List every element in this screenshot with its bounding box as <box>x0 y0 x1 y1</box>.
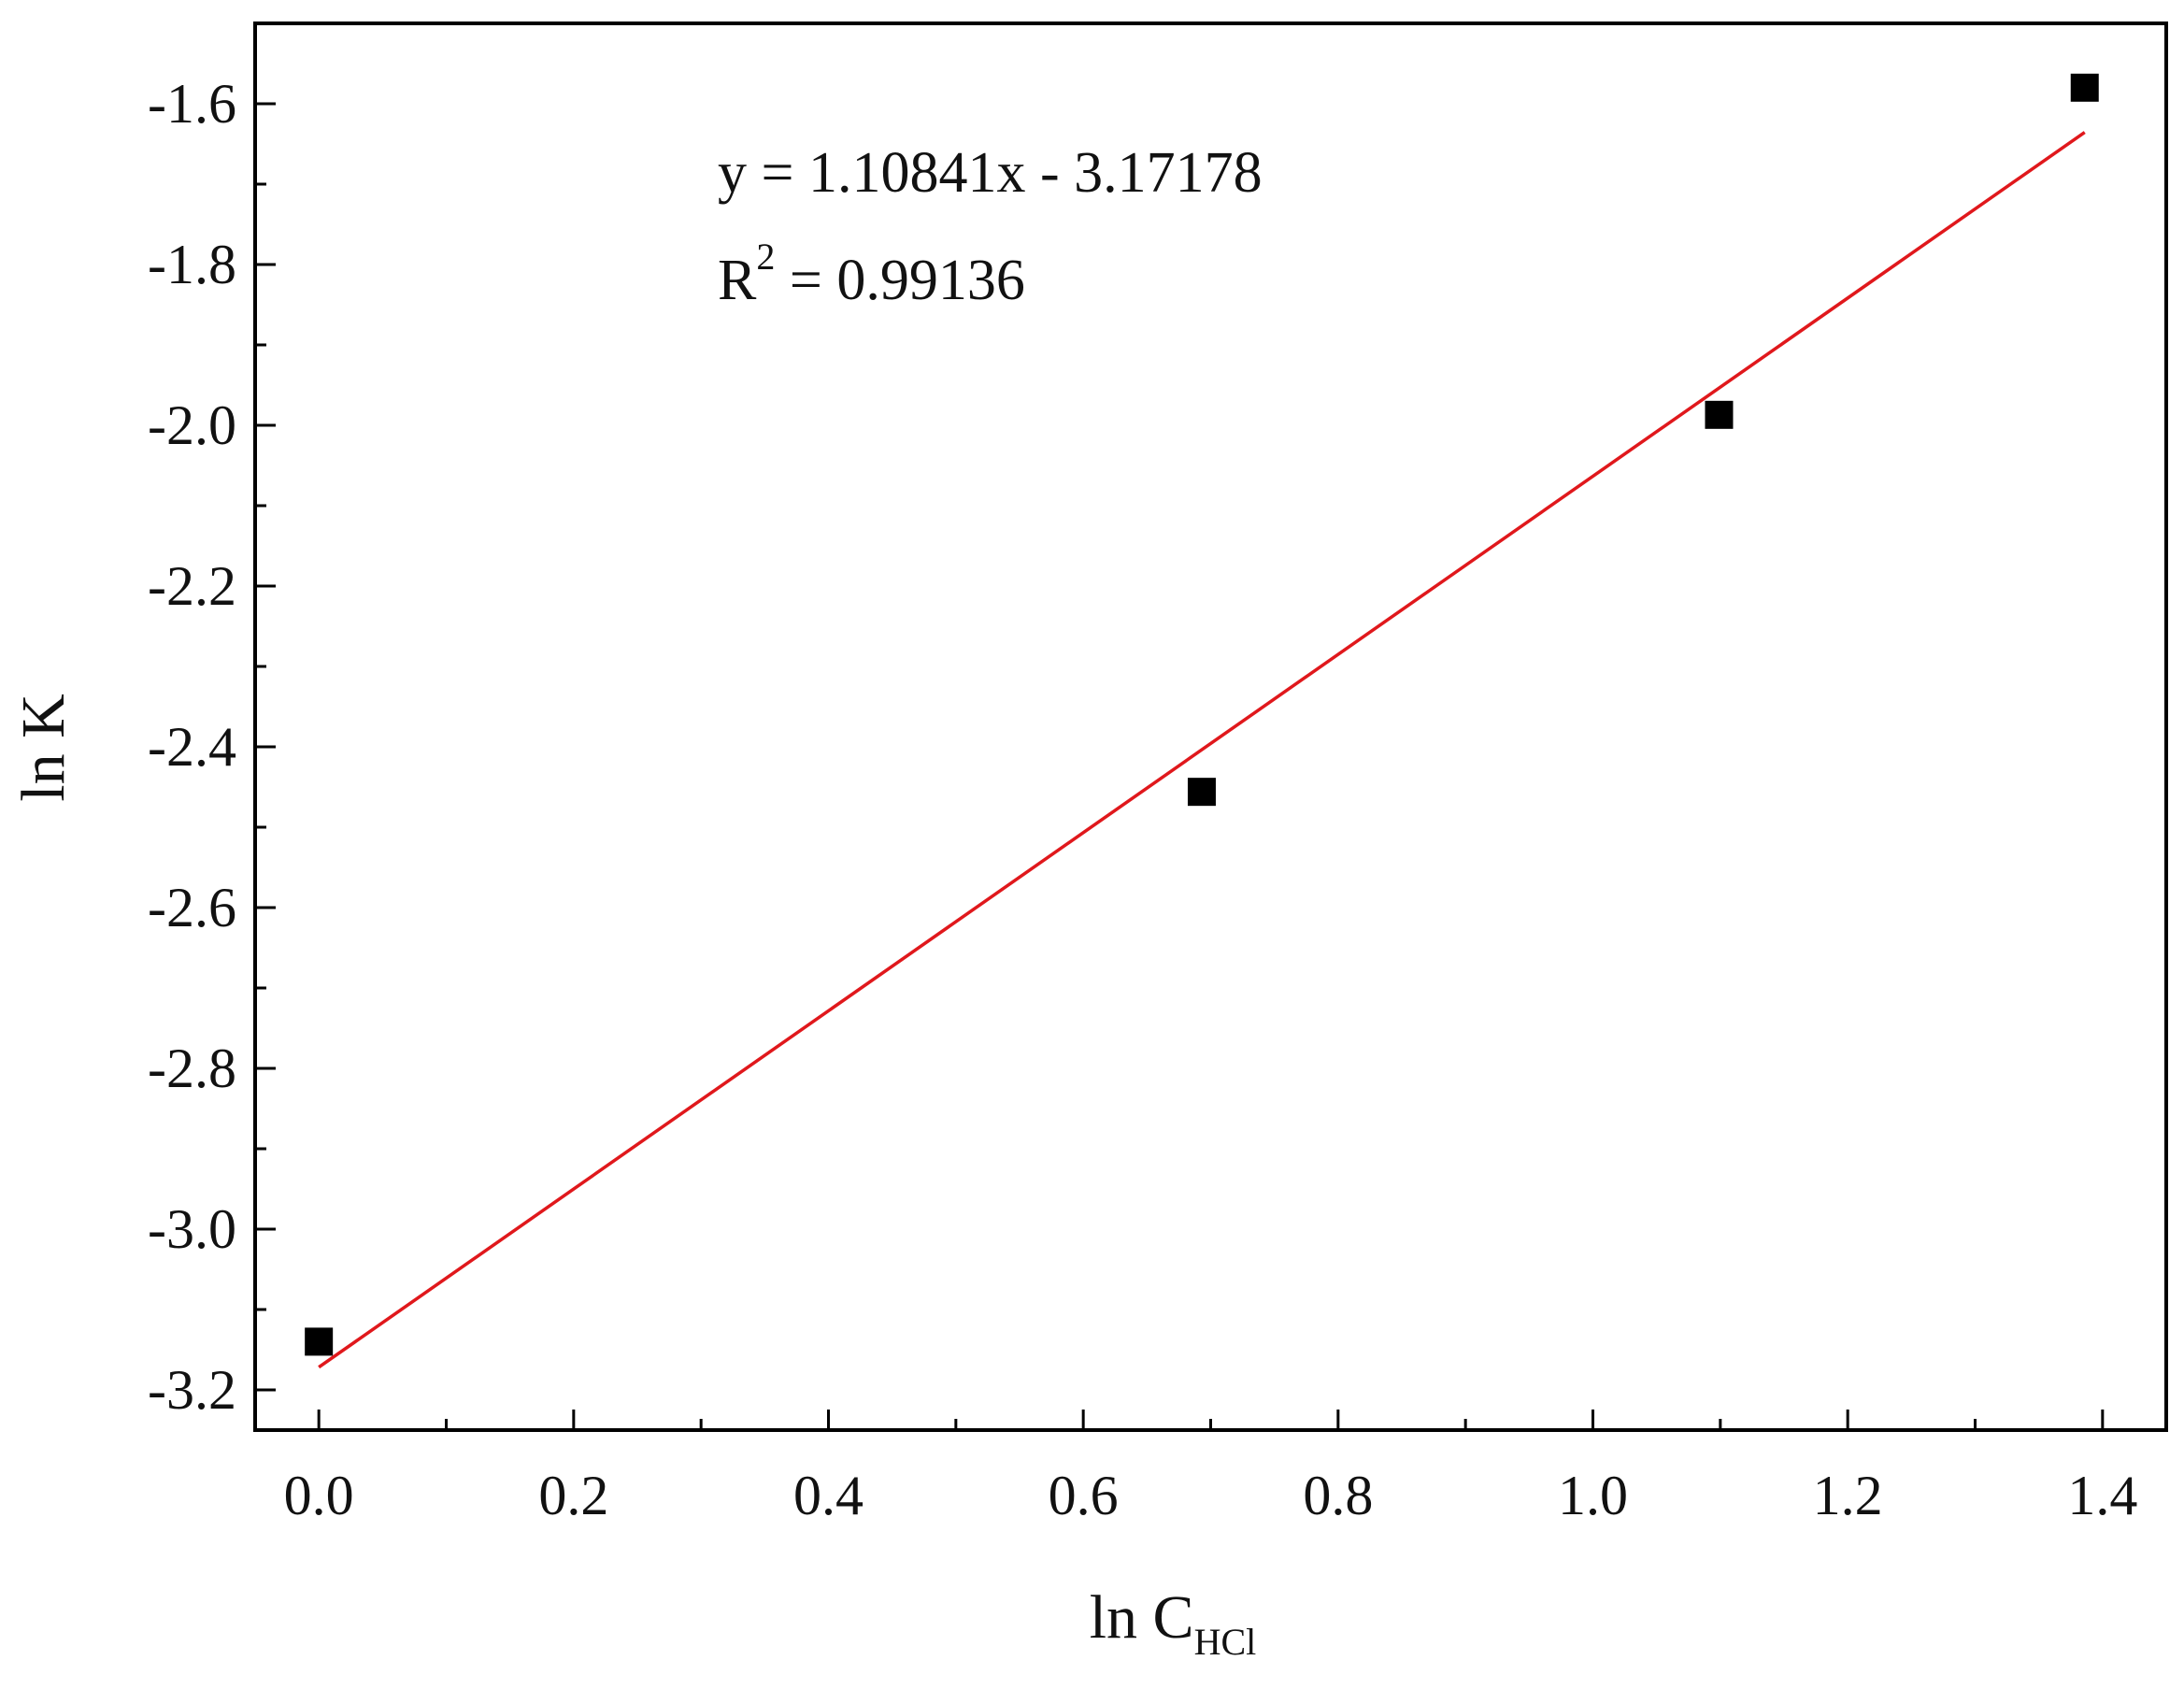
x-tick-label: 1.4 <box>2067 1465 2137 1526</box>
plot-frame <box>253 21 2168 1432</box>
data-points <box>305 73 2099 1356</box>
x-tick-label: 0.2 <box>538 1465 608 1526</box>
r-squared-symbol: R <box>718 249 757 312</box>
x-tick-label: 0.8 <box>1303 1465 1373 1526</box>
x-tick-label: 0.0 <box>284 1465 354 1526</box>
fit-equation: y = 1.10841x - 3.17178 <box>718 141 1263 205</box>
linear-fit-line <box>318 131 2086 1369</box>
y-tick-label: -1.8 <box>148 234 236 295</box>
x-tick-label: 0.6 <box>1049 1465 1119 1526</box>
data-point-square <box>305 1327 334 1356</box>
r-squared-value: = 0.99136 <box>775 249 1024 312</box>
y-tick-label: -2.0 <box>148 394 236 456</box>
y-tick-label: -2.4 <box>148 716 236 778</box>
data-point-square <box>1705 400 1734 429</box>
x-axis-title-subscript: HCl <box>1194 1621 1257 1663</box>
x-axis-ticks: 0.0 0.2 0.4 0.6 0.8 1.0 1.2 1.4 <box>284 1410 2137 1526</box>
y-axis-title: ln K <box>9 694 78 802</box>
data-point-square <box>1187 778 1216 807</box>
y-tick-label: -3.2 <box>148 1359 236 1421</box>
r-squared-label: R2 = 0.99136 <box>718 236 1025 312</box>
data-point-square <box>2070 73 2099 102</box>
y-tick-label: -2.2 <box>148 555 236 617</box>
x-axis-title: ln CHCl <box>1090 1583 1257 1663</box>
y-tick-label: -2.8 <box>148 1038 236 1099</box>
x-tick-label: 1.0 <box>1558 1465 1628 1526</box>
r-squared-superscript: 2 <box>756 236 775 278</box>
y-tick-label: -2.6 <box>148 877 236 938</box>
x-tick-label: 1.2 <box>1813 1465 1883 1526</box>
y-tick-label: -3.0 <box>148 1198 236 1260</box>
x-tick-label: 0.4 <box>793 1465 864 1526</box>
y-tick-label: -1.6 <box>148 73 236 135</box>
y-axis-ticks: -3.2 -3.0 -2.8 -2.6 -2.4 -2.2 -2.0 -1.8 -1.6 <box>148 73 276 1421</box>
x-axis-title-main: ln C <box>1090 1583 1194 1652</box>
